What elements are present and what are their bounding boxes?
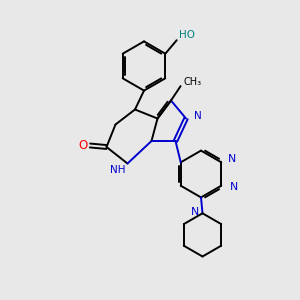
Text: N: N: [191, 207, 199, 217]
Text: N: N: [228, 154, 236, 164]
Text: CH₃: CH₃: [183, 77, 201, 88]
Text: N: N: [230, 182, 238, 192]
Text: N: N: [194, 111, 202, 121]
Text: O: O: [79, 139, 88, 152]
Text: NH: NH: [110, 165, 126, 175]
Text: HO: HO: [179, 30, 195, 40]
